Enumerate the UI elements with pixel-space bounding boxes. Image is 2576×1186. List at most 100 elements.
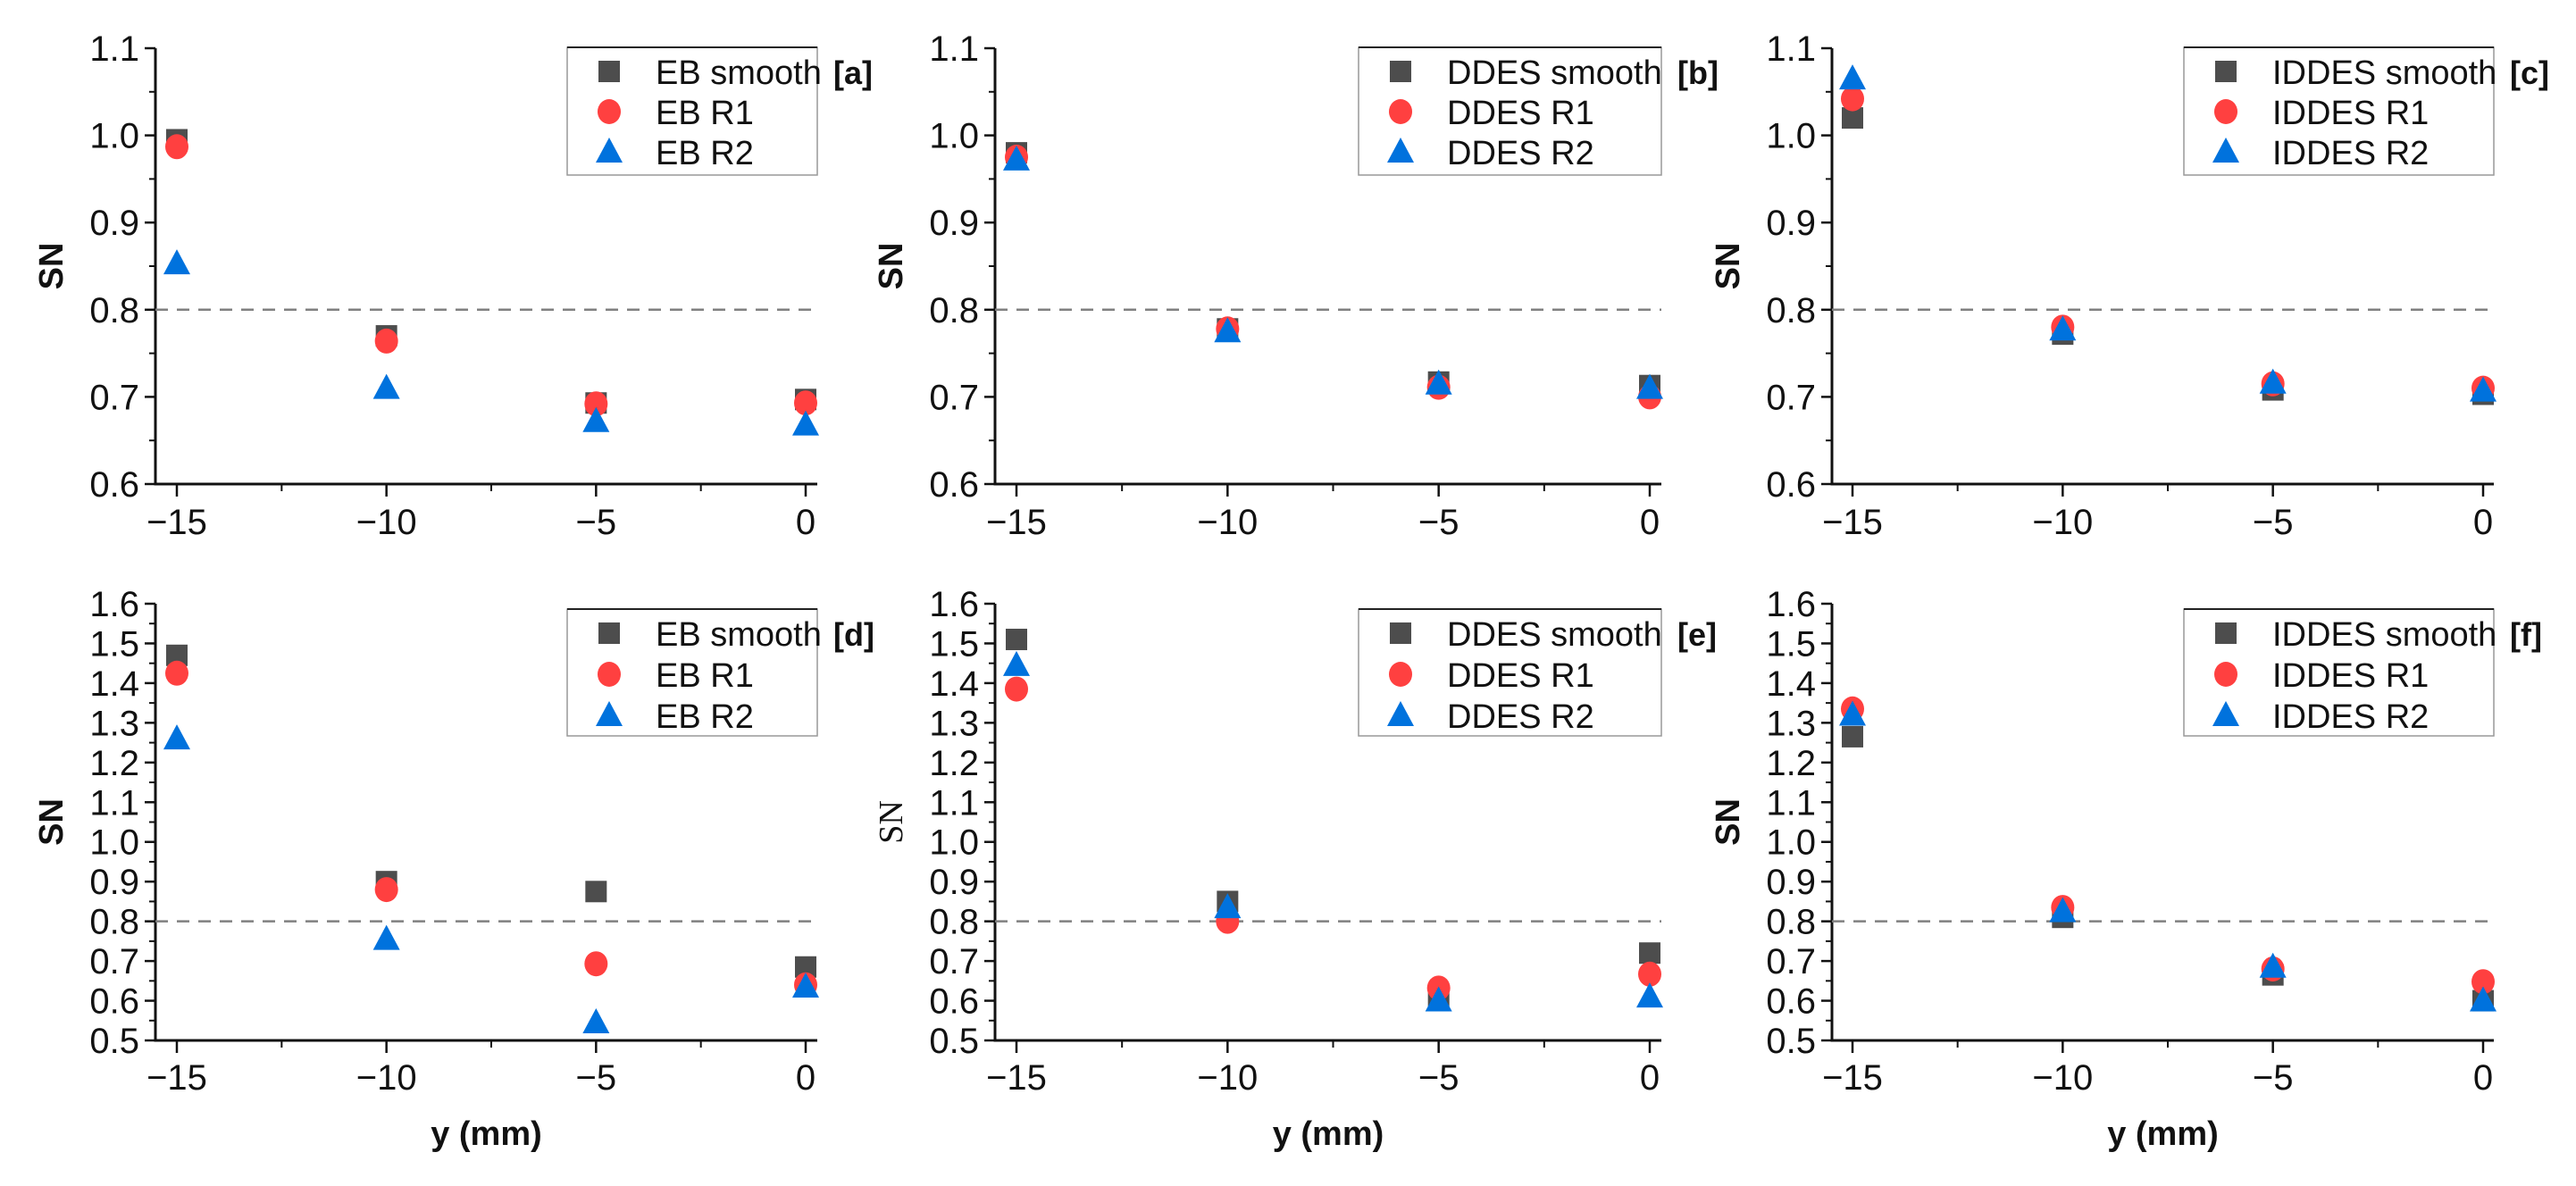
- x-tick-label: 0: [2473, 1058, 2493, 1098]
- y-tick-label: 0.9: [89, 204, 139, 243]
- y-tick-label: 0.9: [1766, 863, 1816, 902]
- y-tick-label: 0.9: [89, 863, 139, 902]
- y-tick-label: 0.7: [89, 942, 139, 981]
- data-point-r1: [2471, 969, 2495, 995]
- data-point-r1: [584, 951, 608, 977]
- y-axis-label: SN: [1710, 798, 1747, 846]
- x-tick-label: 0: [796, 1058, 815, 1098]
- y-tick-label: 0.6: [1766, 982, 1816, 1022]
- y-tick-label: 1.0: [1766, 117, 1816, 156]
- x-tick-label: −10: [2032, 1058, 2093, 1098]
- legend-marker-smooth: [598, 622, 620, 644]
- legend-label: DDES R1: [1447, 95, 1594, 132]
- y-tick-label: 1.1: [929, 29, 979, 69]
- y-tick-label: 0.7: [89, 378, 139, 417]
- y-axis-label: SN: [1710, 243, 1747, 290]
- x-tick-label: −5: [1418, 503, 1459, 542]
- chart-panel-f: 0.50.60.70.80.91.01.11.21.31.41.51.6 −15 −…: [1710, 585, 2542, 1153]
- chart-panel-e: 0.50.60.70.80.91.01.11.21.31.41.51.6 −15 −…: [873, 585, 1717, 1153]
- y-tick-label: 0.6: [929, 465, 979, 505]
- data-point-r2: [163, 724, 190, 750]
- y-tick-label: 1.0: [1766, 823, 1816, 863]
- x-tick-label: −5: [576, 503, 617, 542]
- y-axis-label: SN: [873, 243, 910, 290]
- data-point-r1: [165, 134, 188, 160]
- panel-label: [a]: [833, 54, 873, 91]
- legend-marker-r1: [2214, 99, 2237, 124]
- panel-label: [f]: [2510, 616, 2542, 653]
- y-tick-label: 0.7: [929, 942, 979, 981]
- y-tick-label: 0.9: [929, 863, 979, 902]
- y-tick-label: 1.1: [1766, 783, 1816, 823]
- data-point-r1: [1841, 86, 1864, 112]
- y-tick-label: 1.5: [89, 624, 139, 664]
- chart-panel-d: 0.50.60.70.80.91.01.11.21.31.41.51.6 −15 −…: [33, 585, 874, 1153]
- data-point-r2: [792, 972, 819, 998]
- y-tick-label: 1.5: [929, 624, 979, 664]
- x-tick-label: −10: [1197, 1058, 1258, 1098]
- x-tick-label: 0: [1640, 1058, 1660, 1098]
- data-point-r1: [584, 391, 608, 417]
- data-point-r2: [1636, 982, 1663, 1008]
- x-tick-label: −15: [986, 1058, 1047, 1098]
- data-point-r2: [1839, 64, 1866, 90]
- y-tick-label: 1.2: [929, 744, 979, 783]
- x-tick-label: −15: [1822, 1058, 1883, 1098]
- panel-label: [d]: [833, 616, 874, 653]
- legend-label: IDDES R1: [2272, 95, 2429, 132]
- y-tick-label: 1.3: [1766, 704, 1816, 743]
- legend-label: EB R2: [656, 135, 754, 172]
- y-tick-label: 1.1: [89, 29, 139, 69]
- data-point-r1: [374, 328, 398, 354]
- data-point-r1: [794, 390, 817, 416]
- legend-marker-r1: [598, 99, 621, 124]
- data-point-smooth: [1842, 725, 1863, 748]
- data-point-r2: [1003, 145, 1030, 171]
- data-point-r2: [2259, 368, 2287, 394]
- legend-label: EB R1: [656, 95, 754, 132]
- y-tick-label: 1.0: [929, 117, 979, 156]
- panel-label: [e]: [1677, 616, 1717, 653]
- panel-label: [b]: [1677, 54, 1719, 91]
- x-tick-label: −10: [1197, 503, 1258, 542]
- data-point-r1: [1005, 676, 1028, 702]
- x-tick-label: 0: [796, 503, 815, 542]
- legend-label: DDES smooth: [1447, 616, 1662, 654]
- data-point-r2: [372, 924, 400, 950]
- y-tick-label: 0.5: [89, 1022, 139, 1061]
- y-tick-label: 0.6: [89, 982, 139, 1022]
- data-point-smooth: [1006, 629, 1027, 651]
- y-tick-label: 1.2: [89, 744, 139, 783]
- x-tick-label: 0: [2473, 503, 2493, 542]
- y-tick-label: 0.5: [1766, 1022, 1816, 1061]
- legend-marker-r2: [1387, 701, 1414, 726]
- legend-label: IDDES smooth: [2272, 54, 2497, 92]
- legend-marker-r1: [1389, 662, 1412, 687]
- y-axis-label: SN: [873, 800, 910, 844]
- legend-label: EB smooth: [656, 54, 822, 92]
- data-point-smooth: [1639, 942, 1660, 965]
- legend-label: IDDES R2: [2272, 135, 2429, 172]
- y-tick-label: 1.4: [1766, 664, 1816, 704]
- y-tick-label: 0.5: [929, 1022, 979, 1061]
- x-tick-label: −15: [1822, 503, 1883, 542]
- x-tick-label: 0: [1640, 503, 1660, 542]
- y-tick-label: 0.6: [1766, 465, 1816, 505]
- y-tick-label: 1.4: [929, 664, 979, 704]
- legend-marker-r2: [596, 701, 623, 726]
- y-tick-label: 1.2: [1766, 744, 1816, 783]
- x-tick-label: −10: [356, 503, 417, 542]
- data-point-r2: [372, 373, 400, 399]
- legend-marker-r1: [1389, 99, 1412, 124]
- legend-label: IDDES R1: [2272, 657, 2429, 695]
- data-point-r2: [582, 1007, 610, 1033]
- x-tick-label: −5: [576, 1058, 617, 1098]
- legend-label: EB smooth: [656, 616, 822, 654]
- legend-marker-smooth: [1390, 622, 1411, 644]
- legend-label: EB R2: [656, 698, 754, 736]
- data-point-r2: [1636, 373, 1663, 399]
